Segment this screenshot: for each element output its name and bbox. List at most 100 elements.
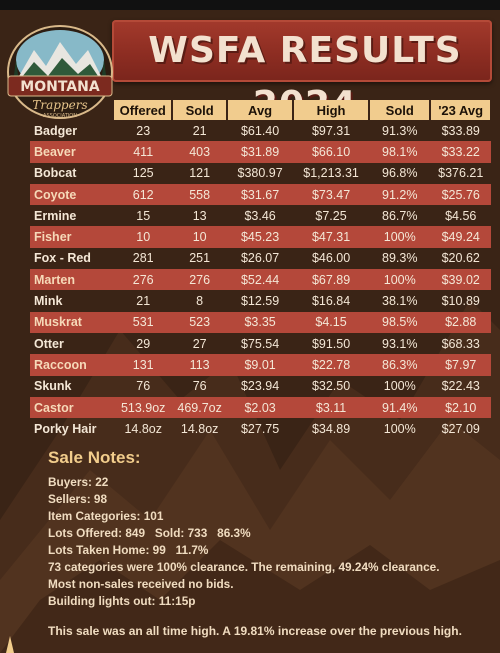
avg-23-cell: $2.10 [430, 396, 491, 419]
high-cell: $1,213.31 [303, 166, 359, 181]
avg-23-cell: $33.89 [441, 123, 480, 138]
avg-23-cell: $39.02 [430, 269, 491, 291]
high-cell: $66.10 [293, 141, 370, 163]
offered-cell: 76 [136, 379, 151, 394]
species-name: Coyote [30, 183, 115, 206]
sold-pct-cell: 100% [383, 421, 416, 436]
avg-23-cell: $20.62 [441, 251, 480, 266]
avg-cell: $12.59 [240, 294, 280, 309]
results-table-container: Offered Sold Avg High Sold '23 Avg Badge… [30, 100, 492, 439]
table-row: Bobcat 125 121 $380.97 $1,213.31 96.8% $376.21 [30, 163, 491, 184]
table-row: Porky Hair 14.8oz 14.8oz $27.75 $34.89 100% $2… [30, 418, 491, 439]
avg-cell: $31.89 [227, 141, 294, 163]
avg-23-cell: $22.43 [441, 379, 480, 394]
header-23-avg: '23 Avg [430, 100, 492, 120]
header-sold-pct: Sold [369, 100, 432, 120]
species-name: Muskrat [30, 311, 115, 333]
species-name: Bobcat [34, 166, 77, 181]
species-name: Skunk [34, 379, 72, 394]
table-row: Skunk 76 76 $23.94 $32.50 100% $22.43 [30, 376, 491, 397]
sold-cell: 469.7oz [172, 396, 228, 419]
table-row: Fisher 10 10 $45.23 $47.31 100% $49.24 [30, 226, 491, 248]
table-row: Fox - Red 281 251 $26.07 $46.00 89.3% $20.62 [30, 248, 491, 269]
sold-cell: 21 [192, 123, 207, 138]
offered-cell: 276 [114, 269, 173, 291]
avg-cell: $2.03 [227, 396, 294, 419]
species-name: Mink [34, 294, 63, 309]
sold-pct-cell: 38.1% [382, 294, 418, 309]
header-offered: Offered [114, 100, 174, 120]
avg-23-cell: $7.97 [430, 354, 491, 376]
avg-23-cell: $68.33 [441, 336, 480, 351]
sold-cell: 13 [192, 208, 207, 223]
high-cell: $4.15 [293, 311, 370, 333]
offered-cell: 531 [114, 311, 173, 333]
sold-cell: 276 [172, 269, 228, 291]
sale-notes-title: Sale Notes: [48, 448, 141, 467]
high-cell: $91.50 [311, 336, 351, 351]
avg-cell: $31.67 [227, 183, 294, 206]
results-table: Offered Sold Avg High Sold '23 Avg Badge… [30, 100, 492, 439]
high-cell: $97.31 [311, 123, 351, 138]
sold-cell: 76 [192, 379, 207, 394]
note-line: Lots Taken Home: 99 11.7% [48, 543, 209, 557]
sold-pct-cell: 100% [383, 379, 416, 394]
page-title: WSFA RESULTS 2024 [148, 30, 462, 125]
avg-cell: $52.44 [227, 269, 294, 291]
avg-cell: $23.94 [240, 379, 280, 394]
sold-cell: 113 [172, 354, 228, 376]
avg-cell: $26.07 [240, 251, 280, 266]
sold-pct-cell: 96.8% [382, 166, 418, 181]
species-name: Fisher [30, 226, 115, 248]
top-bar [0, 0, 500, 10]
high-cell: $34.89 [311, 421, 351, 436]
species-name: Castor [30, 396, 115, 419]
note-line: Lots Offered: 849 Sold: 733 86.3% [48, 526, 251, 540]
offered-cell: 612 [114, 183, 173, 206]
sold-cell: 523 [172, 311, 228, 333]
sold-pct-cell: 100% [369, 269, 431, 291]
table-row: Marten 276 276 $52.44 $67.89 100% $39.02 [30, 269, 491, 291]
sold-pct-cell: 91.3% [382, 123, 418, 138]
sold-cell: 8 [196, 294, 204, 309]
table-row: Otter 29 27 $75.54 $91.50 93.1% $68.33 [30, 333, 491, 354]
note-line: Sellers: 98 [48, 492, 108, 506]
sold-pct-cell: 91.2% [369, 183, 431, 206]
table-row: Beaver 411 403 $31.89 $66.10 98.1% $33.22 [30, 141, 491, 163]
sold-pct-cell: 98.1% [369, 141, 431, 163]
sold-pct-cell: 91.4% [369, 396, 431, 419]
high-cell: $22.78 [293, 354, 370, 376]
title-banner [112, 20, 492, 82]
header-high: High [293, 100, 371, 120]
svg-text:Trappers: Trappers [32, 98, 87, 112]
high-cell: $46.00 [311, 251, 351, 266]
avg-cell: $61.40 [240, 123, 280, 138]
offered-cell: 281 [132, 251, 154, 266]
sold-cell: 558 [172, 183, 228, 206]
table-row: Castor 513.9oz 469.7oz $2.03 $3.11 91.4% $2.10 [30, 396, 491, 419]
note-line: 73 categories were 100% clearance. The r… [48, 560, 440, 574]
sold-pct-cell: 98.5% [369, 311, 431, 333]
avg-23-cell: $10.89 [441, 294, 480, 309]
offered-cell: 21 [136, 294, 151, 309]
high-cell: $3.11 [293, 396, 370, 419]
offered-cell: 15 [136, 208, 151, 223]
avg-23-cell: $4.56 [445, 208, 477, 223]
table-row: Coyote 612 558 $31.67 $73.47 91.2% $25.76 [30, 183, 491, 206]
table-row: Badger 23 21 $61.40 $97.31 91.3% $33.89 [30, 120, 491, 141]
note-line: Buyers: 22 [48, 475, 109, 489]
species-name: Porky Hair [34, 421, 97, 436]
table-row: Ermine 15 13 $3.46 $7.25 86.7% $4.56 [30, 205, 491, 226]
avg-23-cell: $376.21 [438, 166, 484, 181]
table-row: Mink 21 8 $12.59 $16.84 38.1% $10.89 [30, 290, 491, 311]
offered-cell: 23 [136, 123, 151, 138]
sold-cell: 10 [172, 226, 228, 248]
avg-23-cell: $25.76 [430, 183, 491, 206]
table-row: Muskrat 531 523 $3.35 $4.15 98.5% $2.88 [30, 311, 491, 333]
high-cell: $16.84 [311, 294, 351, 309]
offered-cell: 125 [132, 166, 154, 181]
avg-cell: $380.97 [237, 166, 283, 181]
avg-23-cell: $33.22 [430, 141, 491, 163]
sold-cell: 251 [189, 251, 211, 266]
sold-pct-cell: 86.7% [382, 208, 418, 223]
